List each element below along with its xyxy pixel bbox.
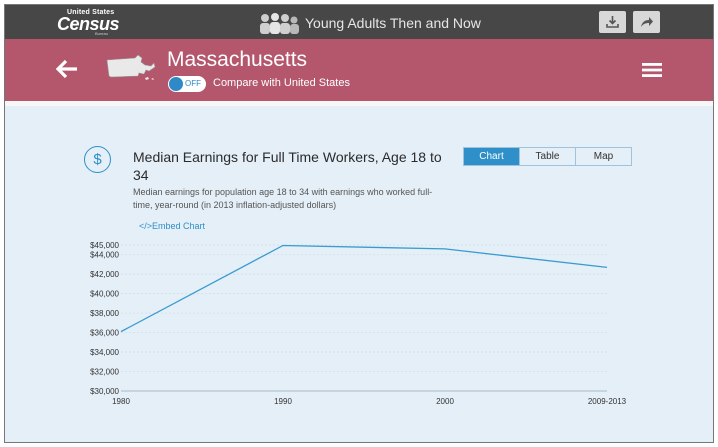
share-icon bbox=[641, 17, 653, 27]
data-point[interactable] bbox=[605, 265, 609, 269]
y-tick-label: $40,000 bbox=[90, 290, 119, 299]
x-tick-label: 1990 bbox=[274, 397, 292, 406]
tab-table[interactable]: Table bbox=[519, 148, 575, 165]
x-tick-label: 2009-2013 bbox=[588, 397, 627, 406]
x-tick-label: 2000 bbox=[436, 397, 454, 406]
top-bar: United States Census Bureau Young Adults… bbox=[5, 5, 713, 39]
chart-title: Median Earnings for Full Time Workers, A… bbox=[133, 149, 442, 183]
massachusetts-outline-icon bbox=[106, 54, 156, 80]
compare-label[interactable]: Compare with United States bbox=[213, 77, 350, 89]
earnings-line-chart: $30,000 $32,000 $34,000 $36,000 $38,000 $40,0… bbox=[90, 241, 627, 406]
chart-subtitle: Median earnings for population age 18 to… bbox=[133, 187, 433, 210]
dollar-icon: $ bbox=[84, 146, 111, 173]
data-point[interactable] bbox=[443, 247, 447, 251]
state-name: Massachusetts bbox=[167, 48, 308, 71]
y-tick-label: $44,000 bbox=[90, 251, 119, 260]
census-logo[interactable]: United States Census Bureau bbox=[57, 9, 120, 36]
tab-map[interactable]: Map bbox=[575, 148, 631, 165]
y-tick-label: $45,000 bbox=[90, 241, 119, 250]
y-tick-label: $30,000 bbox=[90, 387, 119, 396]
app-title: Young Adults Then and Now bbox=[305, 15, 481, 31]
view-tabs: Chart Table Map bbox=[463, 147, 632, 166]
hamburger-menu-icon[interactable] bbox=[642, 62, 662, 78]
y-tick-label: $32,000 bbox=[90, 368, 119, 377]
back-arrow-icon[interactable] bbox=[55, 59, 79, 79]
download-icon bbox=[606, 16, 619, 28]
logo-sub-text: Bureau bbox=[95, 31, 108, 36]
download-button[interactable] bbox=[599, 11, 626, 33]
compare-toggle[interactable]: OFF bbox=[168, 76, 206, 92]
embed-chart-link[interactable]: </>Embed Chart bbox=[139, 221, 206, 231]
data-point[interactable] bbox=[119, 330, 123, 334]
app-window: United States Census Bureau Young Adults… bbox=[4, 4, 714, 443]
earnings-series-line bbox=[120, 244, 608, 333]
y-tick-label: $36,000 bbox=[90, 329, 119, 338]
share-button[interactable] bbox=[633, 11, 660, 33]
y-tick-label: $42,000 bbox=[90, 270, 119, 279]
data-point[interactable] bbox=[281, 243, 285, 247]
logo-main-text: Census bbox=[57, 14, 120, 34]
header-divider bbox=[5, 101, 713, 106]
y-tick-label: $34,000 bbox=[90, 348, 119, 357]
x-tick-label: 1980 bbox=[112, 397, 130, 406]
y-tick-label: $38,000 bbox=[90, 309, 119, 318]
logo-top-text: United States bbox=[67, 9, 115, 16]
toggle-knob bbox=[169, 77, 183, 91]
tab-chart[interactable]: Chart bbox=[464, 148, 519, 165]
young-adults-icon bbox=[260, 13, 299, 34]
toggle-label: OFF bbox=[185, 79, 201, 88]
